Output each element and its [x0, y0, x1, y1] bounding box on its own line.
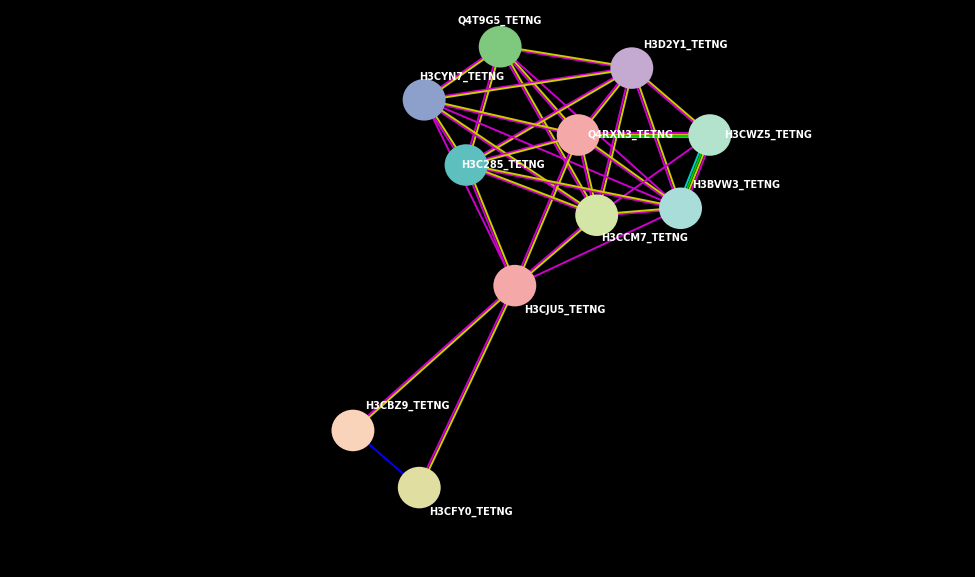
Ellipse shape — [659, 188, 702, 229]
Ellipse shape — [332, 410, 374, 451]
Ellipse shape — [445, 144, 488, 186]
Ellipse shape — [688, 114, 731, 156]
Ellipse shape — [479, 26, 522, 68]
Text: H3C285_TETNG: H3C285_TETNG — [461, 160, 545, 170]
Text: H3D2Y1_TETNG: H3D2Y1_TETNG — [644, 40, 728, 50]
Ellipse shape — [398, 467, 441, 508]
Text: H3BVW3_TETNG: H3BVW3_TETNG — [692, 180, 780, 190]
Text: Q4RXN3_TETNG: Q4RXN3_TETNG — [588, 130, 674, 140]
Ellipse shape — [557, 114, 600, 156]
Text: H3CBZ9_TETNG: H3CBZ9_TETNG — [365, 401, 449, 411]
Text: H3CJU5_TETNG: H3CJU5_TETNG — [525, 305, 605, 315]
Text: H3CCM7_TETNG: H3CCM7_TETNG — [602, 233, 688, 243]
Text: H3CFY0_TETNG: H3CFY0_TETNG — [429, 507, 513, 517]
Ellipse shape — [610, 47, 653, 89]
Text: H3CWZ5_TETNG: H3CWZ5_TETNG — [724, 130, 812, 140]
Text: H3CYN7_TETNG: H3CYN7_TETNG — [419, 72, 504, 82]
Ellipse shape — [493, 265, 536, 306]
Ellipse shape — [403, 79, 446, 121]
Ellipse shape — [575, 194, 618, 236]
Text: Q4T9G5_TETNG: Q4T9G5_TETNG — [458, 16, 542, 26]
